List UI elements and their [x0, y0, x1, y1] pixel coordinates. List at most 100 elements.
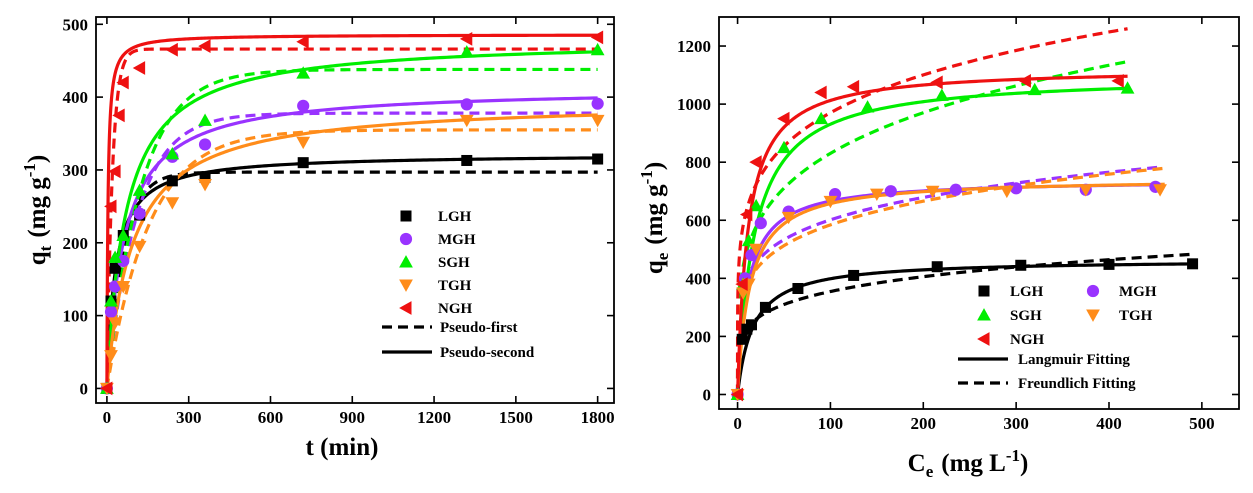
kinetics-y-ticks: 0 100 200 300 400 500: [63, 15, 614, 398]
legend-label-lgh: LGH: [1010, 284, 1044, 300]
kinetics-y-title-q: q: [24, 251, 51, 265]
isotherm-x-title-unit: (mg L: [941, 450, 1006, 477]
x-tick-label: 500: [1189, 414, 1215, 433]
x-tick-label: 1800: [581, 408, 615, 427]
data-point-ngh: [132, 61, 146, 75]
legend-marker-sgh: [399, 255, 413, 268]
data-point-tgh: [1153, 184, 1167, 197]
data-point-ngh: [930, 75, 943, 90]
data-point-ngh: [730, 387, 744, 402]
data-point-sgh: [108, 250, 122, 263]
y-tick-label: 500: [63, 15, 89, 34]
x-tick-label: 0: [733, 414, 742, 433]
data-point-tgh: [108, 317, 122, 330]
kinetics-legend: LGH MGH SGH TGH NGH Pseudo-first Pseudo-second: [382, 209, 535, 361]
y-tick-label: 1000: [677, 95, 711, 114]
fit-curve-ngh-pseudo-second: [105, 33, 598, 389]
x-tick-label: 900: [340, 408, 366, 427]
data-point-lgh: [759, 301, 771, 313]
isotherm-y-ticks: 0 200 400 600 800 1000 1200: [677, 37, 1239, 404]
isotherm-x-title-sup: -1: [1006, 446, 1020, 465]
y-tick-label: 400: [63, 88, 89, 107]
data-point-tgh: [198, 179, 212, 192]
data-point-mgh: [1010, 182, 1023, 195]
data-point-lgh: [199, 171, 211, 183]
data-point-tgh: [736, 287, 751, 300]
x-tick-label: 300: [176, 408, 202, 427]
x-tick-label: 1500: [499, 408, 533, 427]
data-point-mgh: [460, 98, 473, 111]
data-point-ngh: [814, 85, 827, 100]
legend-label-solid: Pseudo-second: [440, 345, 535, 361]
x-tick-label: 100: [818, 414, 844, 433]
data-point-tgh: [104, 350, 118, 363]
kinetics-points: [100, 30, 605, 396]
legend-marker-mgh: [399, 232, 413, 246]
data-point-tgh: [1078, 184, 1093, 197]
isotherm-plot-frame: [718, 16, 1240, 410]
data-point-lgh: [746, 319, 757, 331]
kinetics-y-title-sub: t: [36, 245, 55, 251]
data-point-lgh: [736, 333, 748, 345]
data-point-mgh: [297, 99, 310, 112]
legend-label-lgh: LGH: [438, 209, 472, 225]
data-point-ngh: [112, 108, 125, 123]
legend-label-mgh: MGH: [438, 232, 476, 248]
x-tick-label: 200: [911, 414, 937, 433]
y-tick-label: 200: [63, 234, 89, 253]
isotherm-points: [730, 74, 1199, 402]
data-point-lgh: [109, 262, 121, 274]
data-point-sgh: [749, 198, 764, 212]
legend-label-mgh: MGH: [1119, 284, 1157, 300]
legend-label-solid: Langmuir Fitting: [1018, 352, 1130, 368]
fit-curve-tgh-pseudo-first: [105, 128, 598, 389]
legend-label-sgh: SGH: [438, 255, 470, 271]
data-point-sgh: [296, 66, 311, 79]
data-point-ngh: [100, 381, 113, 396]
x-tick-label: 300: [1003, 414, 1029, 433]
data-point-ngh: [735, 277, 748, 292]
legend-marker-ngh: [977, 332, 990, 346]
data-point-ngh: [116, 75, 129, 90]
data-point-lgh: [931, 261, 943, 273]
svg-text:qe(mg g-1): qe (mg g-1): [637, 162, 672, 274]
data-point-lgh: [1187, 258, 1199, 270]
data-point-ngh: [108, 164, 121, 179]
data-point-mgh: [133, 207, 146, 220]
data-point-lgh: [792, 282, 804, 294]
data-point-sgh: [459, 45, 474, 58]
kinetics-fit-lines: [105, 33, 598, 389]
data-point-tgh: [781, 211, 796, 225]
data-point-ngh: [590, 30, 604, 45]
data-point-lgh: [848, 269, 860, 281]
data-point-mgh: [198, 138, 212, 151]
data-point-ngh: [777, 111, 790, 126]
fit-curve-ngh-langmuir: [735, 74, 1128, 395]
kinetics-y-axis-title: qt (mg g-1): [20, 155, 55, 265]
kinetics-plot-frame: [95, 16, 615, 404]
isotherm-y-title-sub: e: [653, 252, 672, 260]
data-point-mgh: [104, 305, 118, 319]
data-point-sgh: [934, 88, 949, 101]
svg-text:qt(mg g-1): qt (mg g-1): [20, 155, 55, 265]
data-point-sgh: [165, 147, 180, 160]
legend-marker-ngh: [399, 301, 412, 315]
kinetics-y-title-unit: (mg g: [24, 177, 51, 238]
isotherm-y-title-sup: -1: [637, 170, 656, 184]
y-tick-label: 300: [63, 161, 89, 180]
isotherm-panel: 0 100 200 300 400 500 0 200 400 600 800 1000 1200 C…: [637, 16, 1240, 481]
data-point-ngh: [198, 39, 211, 54]
legend-label-dashed: Freundlich Fitting: [1018, 376, 1136, 392]
isotherm-x-title-close: ): [1020, 450, 1028, 477]
legend-marker-mgh: [1086, 284, 1100, 298]
data-point-tgh: [869, 188, 884, 202]
data-point-tgh: [823, 195, 838, 209]
data-point-mgh: [949, 183, 962, 196]
legend-label-tgh: TGH: [1119, 308, 1153, 324]
data-point-tgh: [925, 185, 940, 199]
isotherm-x-ticks: 0 100 200 300 400 500: [733, 17, 1215, 433]
data-point-sgh: [104, 294, 118, 307]
isotherm-y-title-q: q: [641, 260, 668, 274]
